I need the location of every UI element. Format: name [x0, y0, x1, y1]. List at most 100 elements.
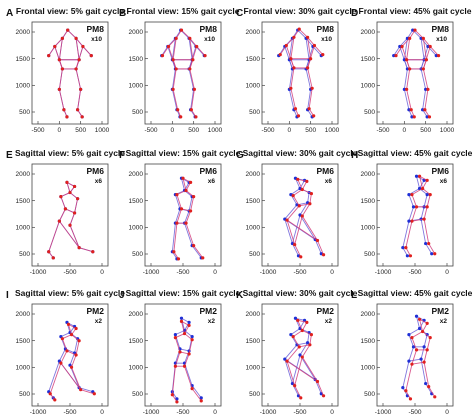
joint-marker	[293, 316, 298, 320]
skeleton-red	[278, 27, 325, 118]
joint-marker	[425, 193, 429, 197]
joint-marker	[176, 257, 181, 261]
y-tick-label: 2000	[129, 311, 144, 318]
skeleton-segment	[429, 46, 439, 56]
annotation-scale: x2	[440, 318, 448, 325]
joint-marker	[91, 250, 95, 254]
joint-marker	[424, 87, 428, 91]
skeleton-segment	[299, 214, 316, 240]
y-tick-label: 2000	[361, 29, 376, 36]
joint-marker	[74, 326, 78, 331]
skeleton-segment	[416, 176, 420, 189]
y-tick-label: 500	[364, 391, 375, 398]
x-tick-label: 0	[213, 409, 217, 414]
joint-marker	[436, 54, 441, 58]
joint-marker	[199, 396, 203, 400]
x-tick-label: 1000	[325, 127, 340, 134]
skeleton-segment	[292, 330, 303, 338]
joint-marker	[300, 355, 304, 359]
panel-label: E	[6, 150, 13, 161]
skeleton-segment	[428, 243, 436, 254]
y-tick-label: 2000	[129, 171, 144, 178]
panel-b: B Frontal view: 15% gait cycle 500 1000 1500…	[119, 6, 240, 134]
joint-marker	[80, 115, 84, 119]
joint-marker	[422, 345, 426, 349]
annotation-model: PM6	[87, 166, 105, 176]
joint-marker	[188, 67, 192, 71]
skeleton-segment	[188, 68, 195, 90]
skeleton-segment	[406, 38, 411, 60]
joint-marker	[408, 397, 413, 401]
skeleton-segment	[414, 29, 424, 39]
skeleton-segment	[393, 46, 401, 56]
y-tick-label: 1000	[16, 225, 31, 232]
skeleton-segment	[58, 89, 65, 110]
skeleton-segment	[285, 45, 295, 69]
joint-marker	[427, 385, 431, 389]
panel-title: Sagittal view: 45% gait cycle	[358, 148, 473, 158]
skeleton-segment	[174, 337, 181, 353]
joint-marker	[414, 314, 419, 318]
joint-marker	[309, 191, 313, 196]
joint-marker	[175, 193, 179, 197]
x-tick-label: -500	[176, 409, 189, 414]
joint-marker	[401, 246, 405, 250]
joint-marker	[310, 86, 314, 90]
skeleton-segment	[411, 218, 425, 222]
joint-marker	[407, 219, 411, 223]
skeleton-segment	[62, 29, 69, 39]
skeleton-segment	[71, 367, 82, 390]
y-tick-label: 2000	[361, 171, 376, 178]
skeleton-segment	[291, 243, 299, 257]
x-tick-label: 1000	[208, 127, 223, 134]
plot-area	[376, 163, 454, 267]
joint-marker	[190, 335, 194, 339]
skeleton-segment	[419, 319, 424, 332]
skeleton-segment	[423, 206, 428, 220]
joint-marker	[176, 108, 180, 112]
skeleton-segment	[189, 38, 194, 60]
x-tick-label: 0	[445, 409, 449, 414]
skeleton-segment	[286, 360, 318, 382]
skeleton-segment	[189, 46, 198, 70]
annotation-model: PM8	[432, 24, 450, 34]
skeleton-segment	[190, 89, 195, 110]
skeleton-segment	[317, 240, 324, 255]
skeleton-segment	[308, 88, 313, 109]
skeleton-segment	[66, 350, 77, 356]
joint-marker	[51, 256, 55, 260]
skeleton-segment	[176, 208, 182, 224]
skeleton-segment	[171, 223, 176, 252]
x-tick-label: 0	[58, 127, 62, 134]
joint-marker	[404, 246, 408, 250]
joint-marker	[424, 381, 428, 386]
joint-marker	[298, 353, 302, 357]
skeleton-segment	[68, 324, 72, 335]
joint-marker	[293, 384, 297, 388]
joint-marker	[195, 44, 199, 49]
panel-title: Sagittal view: 15% gait cycle	[126, 148, 241, 158]
skeleton-segment	[408, 206, 414, 222]
skeleton-segment	[290, 88, 296, 109]
skeleton-segment	[425, 243, 433, 254]
joint-marker	[283, 357, 287, 361]
skeleton-segment	[75, 340, 80, 356]
joint-marker	[72, 184, 77, 189]
joint-marker	[89, 54, 93, 58]
joint-marker	[173, 333, 177, 337]
joint-marker	[174, 36, 178, 40]
skeleton-blue	[401, 314, 434, 398]
x-tick-label: -500	[144, 127, 157, 134]
joint-marker	[53, 44, 57, 49]
skeleton-segment	[62, 334, 72, 340]
annotation-scale: x2	[208, 318, 216, 325]
skeleton-segment	[290, 67, 295, 89]
skeleton-segment	[284, 204, 298, 220]
skeleton-red	[160, 28, 207, 119]
y-tick-label: 1500	[361, 338, 376, 345]
y-tick-label: 2000	[129, 29, 144, 36]
skeleton-segment	[408, 358, 422, 362]
y-tick-label: 500	[249, 391, 260, 398]
y-tick-label: 1500	[246, 56, 261, 63]
joint-marker	[171, 58, 175, 62]
